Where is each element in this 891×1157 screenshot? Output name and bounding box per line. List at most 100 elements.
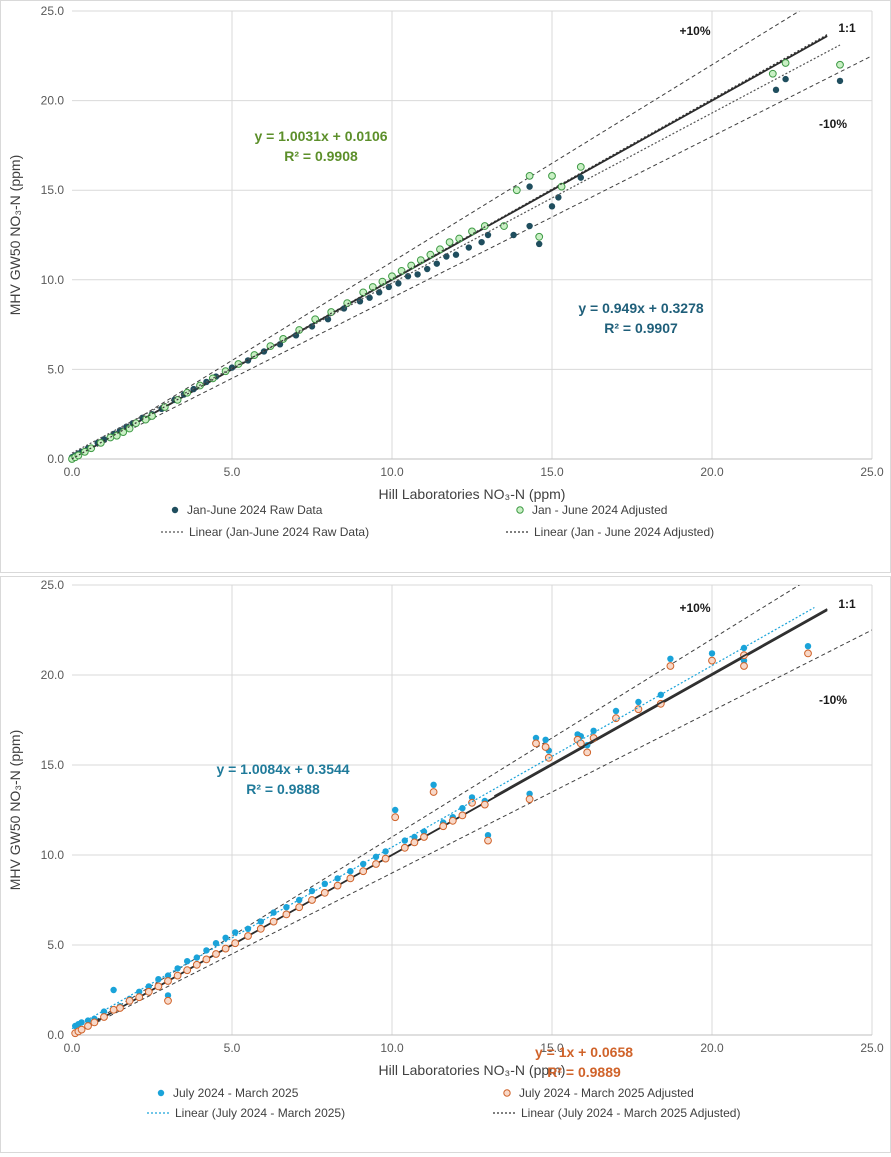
data-point bbox=[555, 194, 562, 201]
data-point bbox=[576, 163, 585, 171]
data-point bbox=[359, 867, 368, 876]
legend-label: July 2024 - March 2025 bbox=[173, 1086, 299, 1100]
trendline-r-squared: R² = 0.9888 bbox=[246, 781, 320, 797]
data-point bbox=[173, 971, 182, 980]
y-tick-label: 0.0 bbox=[47, 1028, 64, 1042]
trendline-equation: y = 0.949x + 0.3278 bbox=[578, 300, 704, 316]
data-point bbox=[381, 854, 390, 863]
data-point bbox=[484, 832, 492, 839]
data-point bbox=[411, 833, 418, 841]
y-tick-label: 15.0 bbox=[41, 758, 65, 772]
data-point bbox=[231, 939, 240, 948]
data-point bbox=[772, 86, 780, 94]
x-tick-label: 15.0 bbox=[540, 465, 564, 479]
y-tick-label: 25.0 bbox=[41, 578, 65, 592]
y-tick-label: 5.0 bbox=[47, 938, 64, 952]
data-point bbox=[74, 451, 83, 460]
trendline bbox=[71, 34, 828, 460]
series-1 bbox=[72, 643, 812, 1030]
y-tick-label: 15.0 bbox=[41, 183, 65, 197]
data-point bbox=[222, 934, 229, 941]
minus-10-percent-line bbox=[72, 629, 872, 1035]
data-point bbox=[244, 932, 252, 940]
data-point bbox=[391, 813, 400, 822]
gridlines bbox=[72, 584, 873, 1036]
data-point bbox=[392, 806, 399, 814]
data-point bbox=[366, 294, 373, 301]
data-point bbox=[125, 424, 134, 433]
data-point bbox=[221, 367, 230, 376]
x-tick-label: 10.0 bbox=[380, 465, 404, 479]
data-point bbox=[193, 954, 200, 961]
legend-marker-swatch bbox=[171, 506, 179, 514]
legend-item: July 2024 - March 2025 bbox=[157, 1086, 299, 1100]
data-point bbox=[577, 174, 584, 181]
data-point bbox=[125, 996, 134, 1005]
data-point bbox=[804, 643, 812, 650]
data-point bbox=[459, 805, 466, 812]
data-point bbox=[740, 662, 748, 670]
data-point bbox=[500, 222, 508, 230]
data-point bbox=[512, 186, 521, 195]
data-point bbox=[256, 924, 265, 933]
data-point bbox=[542, 736, 549, 743]
legend-item: July 2024 - March 2025 Adjusted bbox=[503, 1086, 694, 1100]
legend-item: Linear (July 2024 - March 2025) bbox=[147, 1106, 345, 1120]
x-tick-label: 0.0 bbox=[64, 1041, 81, 1055]
data-point bbox=[708, 656, 716, 665]
data-point bbox=[212, 950, 220, 958]
y-tick-label: 5.0 bbox=[47, 362, 64, 376]
data-point bbox=[192, 960, 201, 969]
data-point bbox=[376, 289, 383, 296]
chart-panel-jan-june-2024: 0.0 5.0 10.0 15.0 20.0 25.0 0.0 5.0 10.0 15.0 20.0… bbox=[0, 0, 891, 573]
x-tick-label: 5.0 bbox=[224, 1041, 241, 1055]
data-point bbox=[77, 1025, 86, 1034]
y-tick-label: 20.0 bbox=[41, 668, 65, 682]
data-point bbox=[480, 800, 489, 809]
data-point bbox=[164, 977, 172, 985]
scatter-chart-jan-june-2024: 0.0 5.0 10.0 15.0 20.0 25.0 0.0 5.0 10.0 15.0 20.0… bbox=[7, 4, 884, 539]
data-point bbox=[429, 788, 438, 796]
x-tick-label: 20.0 bbox=[700, 465, 724, 479]
legend-marker-swatch bbox=[516, 506, 524, 514]
trendline-equation: y = 1.0084x + 0.3544 bbox=[216, 761, 349, 777]
legend-item: Jan-June 2024 Raw Data bbox=[171, 503, 323, 517]
data-point bbox=[634, 705, 643, 714]
data-point bbox=[525, 171, 534, 180]
x-tick-label: 15.0 bbox=[540, 1041, 564, 1055]
legend-label: Linear (Jan - June 2024 Adjusted) bbox=[534, 525, 714, 539]
data-point bbox=[395, 280, 402, 287]
data-point bbox=[183, 966, 192, 975]
data-point bbox=[468, 794, 476, 801]
legend-item: Linear (Jan-June 2024 Raw Data) bbox=[161, 525, 369, 539]
trendline bbox=[493, 608, 828, 798]
data-point bbox=[536, 240, 543, 248]
data-point bbox=[740, 657, 748, 664]
data-point bbox=[308, 896, 316, 904]
one-to-one-label: 1:1 bbox=[838, 597, 856, 611]
x-tick-label: 20.0 bbox=[700, 1041, 724, 1055]
data-point bbox=[346, 874, 355, 883]
x-tick-label: 25.0 bbox=[860, 1041, 884, 1055]
data-point bbox=[184, 958, 191, 965]
data-point bbox=[420, 833, 428, 841]
trendline bbox=[71, 44, 841, 454]
data-point bbox=[84, 1022, 92, 1030]
data-point bbox=[295, 903, 304, 912]
data-point bbox=[532, 739, 540, 748]
data-point bbox=[80, 447, 89, 456]
data-point bbox=[445, 238, 454, 247]
data-point bbox=[404, 273, 412, 280]
data-point bbox=[385, 283, 392, 291]
data-point bbox=[541, 743, 550, 751]
data-point bbox=[136, 988, 143, 995]
data-point bbox=[116, 1004, 124, 1012]
trendline-r-squared: R² = 0.9908 bbox=[284, 148, 358, 164]
data-point bbox=[221, 944, 230, 953]
data-point bbox=[416, 256, 425, 264]
data-point bbox=[212, 940, 220, 947]
data-point bbox=[106, 433, 115, 442]
gridlines bbox=[72, 10, 873, 460]
y-tick-label: 10.0 bbox=[41, 848, 65, 862]
data-point bbox=[436, 245, 444, 254]
